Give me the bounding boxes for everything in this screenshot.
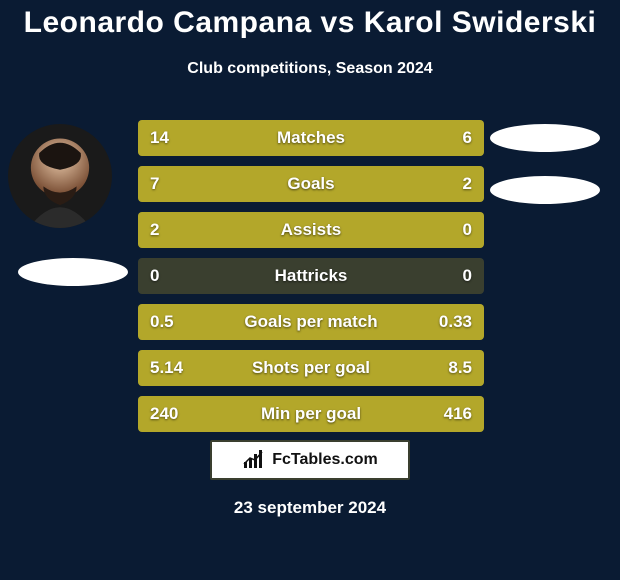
stat-metric: Goals: [138, 166, 484, 202]
placeholder-ellipse-left: [18, 258, 128, 286]
stat-value-right: 8.5: [436, 350, 484, 386]
stat-row: 0.5 Goals per match 0.33: [138, 304, 484, 340]
brand-text: FcTables.com: [272, 451, 378, 469]
stat-row: 2 Assists 0: [138, 212, 484, 248]
stat-metric: Hattricks: [138, 258, 484, 294]
comparison-bars: 14 Matches 6 7 Goals 2 2 Assists 0 0 Hat…: [138, 120, 484, 442]
placeholder-ellipse-right-2: [490, 176, 600, 204]
page-title: Leonardo Campana vs Karol Swiderski: [0, 6, 620, 40]
stat-value-right: 0: [451, 258, 484, 294]
stat-row: 5.14 Shots per goal 8.5: [138, 350, 484, 386]
stat-row: 0 Hattricks 0: [138, 258, 484, 294]
stat-metric: Assists: [138, 212, 484, 248]
stat-value-right: 2: [451, 166, 484, 202]
stat-row: 240 Min per goal 416: [138, 396, 484, 432]
subtitle: Club competitions, Season 2024: [0, 60, 620, 78]
stat-value-right: 0.33: [427, 304, 484, 340]
stat-value-right: 416: [432, 396, 484, 432]
stat-row: 14 Matches 6: [138, 120, 484, 156]
stat-metric: Shots per goal: [138, 350, 484, 386]
stat-row: 7 Goals 2: [138, 166, 484, 202]
stat-value-right: 0: [451, 212, 484, 248]
brand-logo-icon: [242, 450, 266, 470]
player-left-avatar: [8, 124, 112, 228]
stat-value-right: 6: [451, 120, 484, 156]
avatar-icon: [8, 124, 112, 228]
stat-metric: Matches: [138, 120, 484, 156]
placeholder-ellipse-right-1: [490, 124, 600, 152]
brand-badge: FcTables.com: [210, 440, 410, 480]
date-text: 23 september 2024: [0, 498, 620, 518]
